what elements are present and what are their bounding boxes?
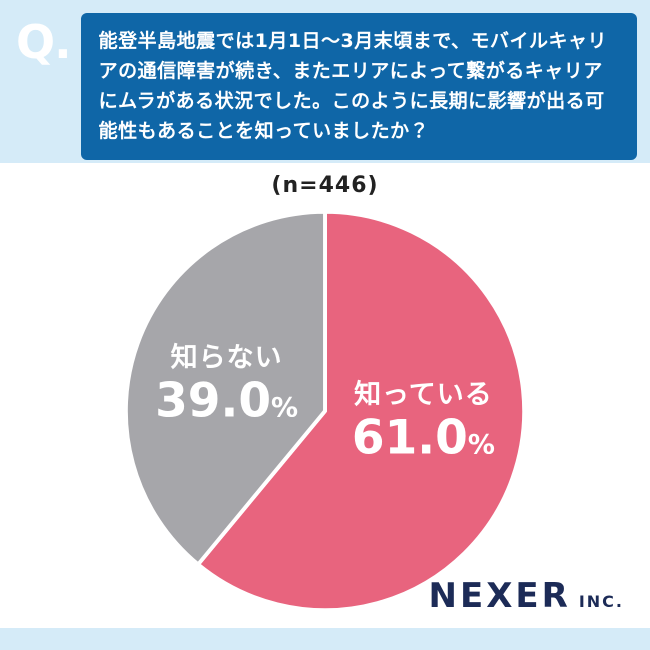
chart-panel: (n=446) 知っている 61.0% 知らない 39.0% NEXER INC. (0, 163, 650, 628)
brand-name: NEXER (428, 576, 571, 616)
question-text: 能登半島地震では1月1日〜3月末頃まで、モバイルキャリアの通信障害が続き、またエ… (98, 30, 607, 143)
pie-slice (196, 209, 527, 613)
pie-svg (123, 209, 527, 613)
pie-slice (123, 209, 327, 567)
header: Q. 能登半島地震では1月1日〜3月末頃まで、モバイルキャリアの通信障害が続き、… (0, 0, 650, 163)
question-box: 能登半島地震では1月1日〜3月末頃まで、モバイルキャリアの通信障害が続き、またエ… (80, 13, 637, 161)
brand-logo: NEXER INC. (429, 576, 624, 616)
q-mark: Q. (16, 15, 72, 69)
pie-chart: 知っている 61.0% 知らない 39.0% (120, 206, 530, 616)
brand-suffix: INC. (578, 592, 624, 611)
sample-size-label: (n=446) (271, 173, 379, 198)
